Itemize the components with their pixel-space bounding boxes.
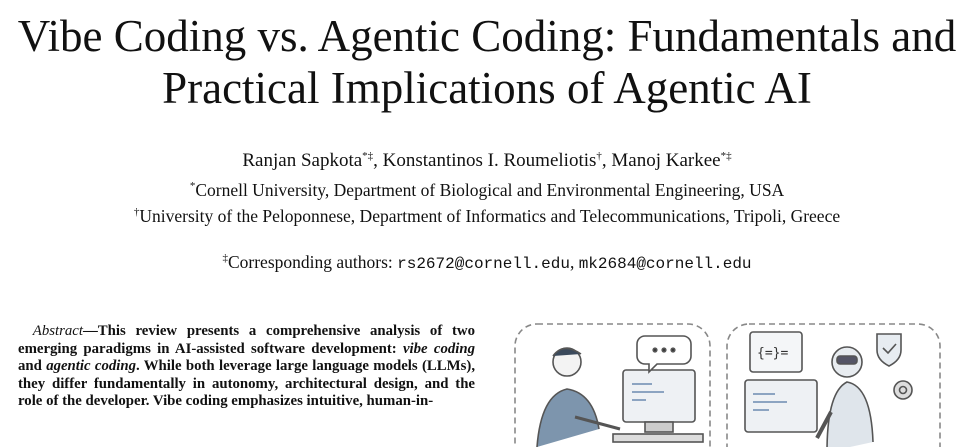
figure: {=}=	[514, 323, 941, 447]
abstract-text: agentic coding	[46, 358, 136, 375]
affiliation: *Cornell University, Department of Biolo…	[0, 177, 974, 203]
email: rs2672@cornell.edu	[397, 255, 570, 273]
robot-illustration: {=}=	[744, 331, 913, 447]
affiliation-mark: †	[133, 206, 140, 218]
paper-title: Vibe Coding vs. Agentic Coding: Fundamen…	[17, 11, 957, 113]
author-mark: †	[596, 150, 602, 162]
abstract-text: and	[18, 358, 47, 375]
author-name: Ranjan Sapkota	[242, 150, 363, 171]
author-name: Manoj Karkee	[611, 150, 721, 171]
svg-text:{=}=: {=}=	[757, 346, 788, 361]
affiliation-list: *Cornell University, Department of Biolo…	[0, 177, 974, 229]
corresponding-mark: ‡	[222, 252, 228, 264]
panel-vibe	[514, 323, 711, 447]
corresponding-label: Corresponding authors:	[227, 252, 393, 272]
abstract: Abstract—This review presents a comprehe…	[18, 323, 476, 410]
panel-agentic	[726, 323, 941, 447]
human-illustration	[536, 335, 704, 447]
affiliation-text: University of the Peloponnese, Departmen…	[139, 206, 841, 226]
corresponding-authors: ‡Corresponding authors: rs2672@cornell.e…	[222, 252, 752, 273]
author-mark: *‡	[362, 150, 374, 162]
affiliation: †University of the Peloponnese, Departme…	[0, 203, 974, 229]
abstract-label: Abstract	[32, 323, 83, 339]
affiliation-text: Cornell University, Department of Biolog…	[195, 180, 785, 200]
affiliation-mark: *	[189, 180, 196, 192]
abstract-text: . While both leverage large language mod…	[18, 358, 476, 410]
abstract-text: vibe coding	[402, 340, 475, 357]
author-list: Ranjan Sapkota*‡, Konstantinos I. Roumel…	[242, 150, 732, 171]
author-name: Konstantinos I. Roumeliotis	[382, 150, 597, 171]
abstract-text: This review presents a comprehensive ana…	[18, 323, 475, 357]
email: mk2684@cornell.edu	[578, 255, 752, 273]
author-mark: *‡	[720, 150, 732, 162]
